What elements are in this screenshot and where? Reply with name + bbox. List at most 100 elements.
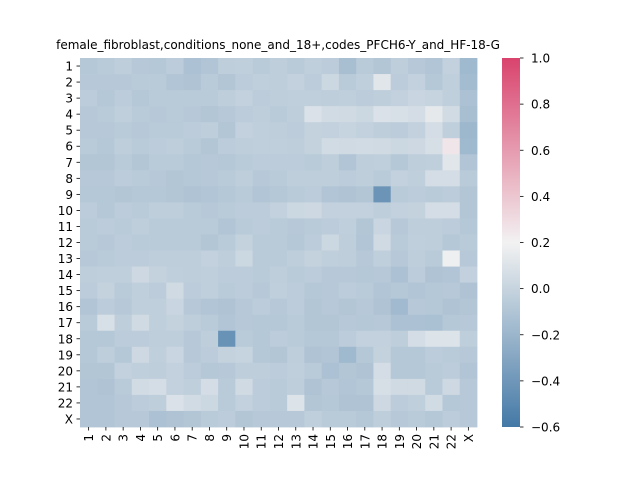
heatmap-cell bbox=[287, 234, 305, 251]
heatmap-cell bbox=[373, 234, 392, 251]
heatmap-cell bbox=[183, 218, 202, 235]
y-tick-label: 6 bbox=[65, 140, 73, 154]
heatmap-cell bbox=[459, 218, 478, 235]
heatmap-cell bbox=[373, 378, 392, 396]
heatmap-cell bbox=[166, 314, 184, 332]
heatmap-cell bbox=[200, 298, 219, 316]
heatmap-cell bbox=[356, 218, 374, 235]
heatmap-cell bbox=[218, 170, 236, 187]
heatmap-cell bbox=[235, 330, 254, 348]
heatmap-cell bbox=[183, 250, 202, 267]
y-tick-label: 8 bbox=[65, 172, 73, 186]
heatmap-cell bbox=[114, 410, 133, 428]
heatmap-cell bbox=[80, 218, 98, 235]
heatmap-cell bbox=[114, 218, 133, 235]
heatmap-cell bbox=[80, 282, 98, 300]
heatmap-cell bbox=[321, 266, 340, 284]
y-tick-label: 1 bbox=[65, 60, 73, 74]
heatmap-cell bbox=[304, 90, 323, 107]
heatmap-cell bbox=[114, 170, 133, 187]
heatmap-cell bbox=[425, 106, 443, 123]
heatmap-cell bbox=[390, 234, 409, 251]
heatmap-cell bbox=[373, 58, 392, 75]
heatmap-cell bbox=[373, 266, 392, 284]
heatmap-cell bbox=[338, 58, 357, 75]
heatmap-cell bbox=[97, 122, 115, 139]
heatmap-cell bbox=[390, 58, 409, 75]
heatmap-cell bbox=[269, 298, 288, 316]
y-tick-label: 16 bbox=[58, 300, 73, 314]
heatmap-cell bbox=[287, 74, 305, 91]
heatmap-cell bbox=[321, 170, 340, 187]
heatmap-cell bbox=[269, 138, 288, 155]
heatmap-cell bbox=[356, 170, 374, 187]
heatmap-cell bbox=[114, 234, 133, 251]
heatmap-cell bbox=[321, 74, 340, 91]
heatmap-cell bbox=[425, 378, 443, 396]
heatmap-cell bbox=[356, 106, 374, 123]
heatmap-cell bbox=[166, 170, 184, 187]
heatmap-cell bbox=[131, 378, 150, 396]
heatmap-cell bbox=[97, 378, 115, 396]
heatmap-cell bbox=[80, 330, 98, 348]
heatmap-cell bbox=[338, 330, 357, 348]
heatmap-cell bbox=[183, 314, 202, 332]
heatmap-cell bbox=[235, 122, 254, 139]
heatmap-cell bbox=[442, 74, 461, 91]
heatmap-cell bbox=[356, 330, 374, 348]
x-tick-label: 18 bbox=[376, 434, 390, 449]
heatmap-cell bbox=[287, 330, 305, 348]
y-tick-label: 4 bbox=[65, 108, 73, 122]
heatmap-cell bbox=[166, 330, 184, 348]
heatmap-cell bbox=[97, 330, 115, 348]
heatmap-cell bbox=[269, 346, 288, 364]
heatmap-cell bbox=[390, 74, 409, 91]
colorbar-tick-label: 0.0 bbox=[531, 282, 550, 296]
heatmap-cell bbox=[304, 74, 323, 91]
y-tick-label: 7 bbox=[65, 156, 73, 170]
heatmap-cell bbox=[356, 410, 374, 428]
heatmap-cell bbox=[390, 90, 409, 107]
heatmap-cell bbox=[287, 378, 305, 396]
heatmap-cell bbox=[166, 74, 184, 91]
heatmap-cell bbox=[97, 90, 115, 107]
heatmap-cell bbox=[183, 362, 202, 380]
heatmap-cell bbox=[166, 138, 184, 155]
heatmap-cell bbox=[304, 202, 323, 219]
heatmap-cell bbox=[235, 218, 254, 235]
heatmap-cell bbox=[218, 90, 236, 107]
heatmap-cell bbox=[235, 250, 254, 267]
heatmap-cell bbox=[166, 250, 184, 267]
heatmap-cell bbox=[183, 346, 202, 364]
heatmap-cell bbox=[459, 266, 478, 284]
heatmap-cell bbox=[269, 266, 288, 284]
heatmap-cell bbox=[183, 90, 202, 107]
heatmap-cell bbox=[114, 330, 133, 348]
heatmap-cell bbox=[321, 234, 340, 251]
heatmap-cell bbox=[166, 362, 184, 380]
heatmap-cell bbox=[269, 74, 288, 91]
heatmap-cell bbox=[373, 346, 392, 364]
heatmap-cell bbox=[252, 170, 271, 187]
heatmap-cell bbox=[442, 282, 461, 300]
colorbar-axis: 1.0 0.8 0.6 0.4 0.2 0.0 −0.2 −0.4 −0.6 bbox=[520, 52, 560, 435]
heatmap-cell bbox=[218, 330, 236, 348]
heatmap-cell bbox=[373, 122, 392, 139]
heatmap-cell bbox=[356, 378, 374, 396]
heatmap-cell bbox=[269, 202, 288, 219]
heatmap-cell bbox=[304, 394, 323, 412]
heatmap-cell bbox=[149, 298, 167, 316]
heatmap-cell bbox=[218, 346, 236, 364]
heatmap-cell bbox=[459, 314, 478, 332]
x-axis: 1 2 3 4 5 6 7 8 9 10 11 12 13 14 15 16 17 18 19 20 21 22 X bbox=[82, 427, 476, 449]
heatmap-cell bbox=[459, 346, 478, 364]
heatmap-cell bbox=[442, 298, 461, 316]
heatmap-cell bbox=[407, 346, 426, 364]
heatmap-cell bbox=[131, 394, 150, 412]
heatmap-cell bbox=[269, 234, 288, 251]
colorbar-tick-label: 1.0 bbox=[531, 52, 550, 66]
heatmap-cell bbox=[425, 298, 443, 316]
heatmap-cell bbox=[149, 282, 167, 300]
heatmap-cell bbox=[304, 218, 323, 235]
